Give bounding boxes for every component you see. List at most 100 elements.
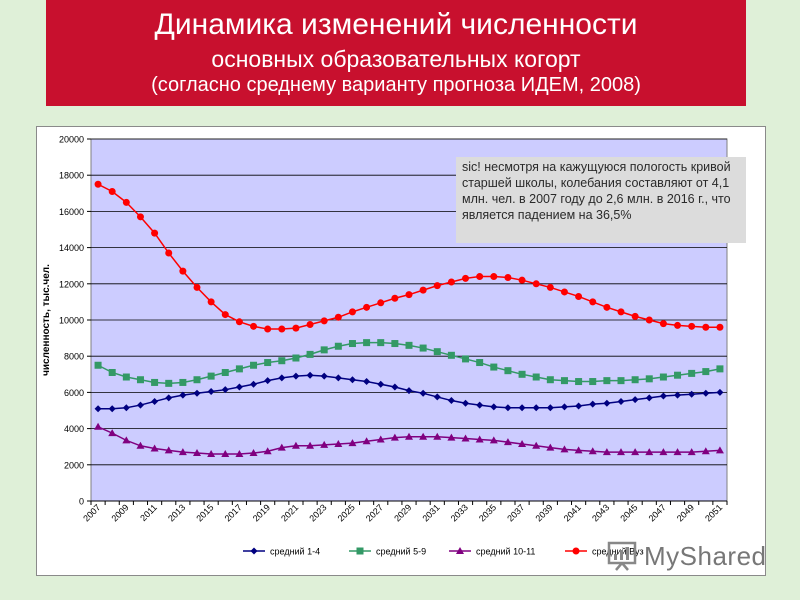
data-point [151, 397, 159, 405]
data-point [193, 389, 201, 397]
data-point [462, 399, 470, 407]
data-point [264, 377, 272, 385]
data-point [334, 374, 342, 382]
data-point [122, 198, 130, 206]
data-point [575, 378, 583, 386]
data-point [391, 383, 399, 391]
data-point [476, 359, 484, 367]
data-point [348, 439, 357, 447]
data-point [263, 447, 272, 455]
data-point [476, 401, 484, 409]
data-point [363, 339, 371, 347]
data-point [108, 187, 116, 195]
data-point [518, 404, 526, 412]
data-point [165, 394, 173, 402]
data-point [532, 373, 540, 381]
presentation-icon [607, 541, 637, 571]
data-point [221, 386, 229, 394]
data-point [617, 377, 625, 385]
data-point [278, 357, 286, 365]
legend-label: средний 1-4 [270, 547, 320, 557]
data-point [221, 449, 230, 457]
data-point [518, 439, 527, 447]
data-point [702, 368, 710, 376]
data-point [659, 392, 667, 400]
data-point [589, 378, 597, 386]
data-point [377, 380, 385, 388]
data-point [136, 376, 144, 384]
data-point [264, 325, 272, 333]
data-point [603, 303, 611, 311]
data-point [575, 292, 583, 300]
x-tick-label: 2009 [110, 502, 131, 523]
data-point [701, 447, 710, 455]
data-point [575, 402, 583, 410]
data-point [546, 283, 554, 291]
y-tick-label: 14000 [59, 243, 84, 253]
data-point [645, 394, 653, 402]
y-tick-label: 2000 [64, 460, 84, 470]
data-point [193, 283, 201, 291]
data-point [376, 435, 385, 443]
data-point [278, 374, 286, 382]
data-point [405, 341, 413, 349]
data-point [560, 288, 568, 296]
data-point [674, 371, 682, 379]
data-point [490, 363, 498, 371]
data-point [645, 375, 653, 383]
data-point [462, 274, 470, 282]
data-point [94, 180, 102, 188]
x-tick-label: 2039 [534, 502, 555, 523]
data-point [292, 324, 300, 332]
data-point [108, 368, 116, 376]
data-point [377, 339, 385, 347]
data-point [574, 446, 583, 454]
data-point [179, 378, 187, 386]
data-point [235, 449, 244, 457]
y-tick-label: 6000 [64, 388, 84, 398]
data-point [532, 280, 540, 288]
legend-label: средний 10-11 [476, 547, 535, 557]
data-point [108, 405, 116, 413]
x-tick-label: 2007 [81, 502, 102, 523]
data-point [320, 346, 328, 354]
data-point [674, 321, 682, 329]
data-point [292, 372, 300, 380]
legend-marker [572, 547, 580, 555]
data-point [277, 443, 286, 451]
data-point [250, 361, 258, 369]
data-point [334, 342, 342, 350]
x-tick-label: 2015 [194, 502, 215, 523]
data-point [504, 404, 512, 412]
data-point [447, 433, 456, 441]
data-point [518, 370, 526, 378]
data-point [235, 383, 243, 391]
data-point [94, 422, 103, 430]
data-point [405, 291, 413, 299]
data-point [178, 448, 187, 456]
legend-label: средний Вуз [592, 547, 644, 557]
x-tick-label: 2029 [392, 502, 413, 523]
title-banner: Динамика изменений численности основных … [46, 0, 746, 106]
data-point [179, 391, 187, 399]
y-tick-label: 4000 [64, 424, 84, 434]
data-point [419, 389, 427, 397]
data-point [377, 299, 385, 307]
data-point [320, 440, 329, 448]
data-point [250, 380, 258, 388]
x-tick-label: 2035 [477, 502, 498, 523]
data-point [391, 294, 399, 302]
data-point [235, 365, 243, 373]
data-point [589, 298, 597, 306]
x-tick-label: 2021 [279, 502, 300, 523]
data-point [193, 376, 201, 384]
data-point [165, 249, 173, 257]
data-point [363, 303, 371, 311]
x-tick-label: 2025 [336, 502, 357, 523]
data-point [433, 393, 441, 401]
x-tick-label: 2045 [618, 502, 639, 523]
data-point [617, 448, 625, 456]
x-tick-label: 2041 [562, 502, 583, 523]
data-point [659, 448, 668, 456]
data-point [659, 320, 667, 328]
